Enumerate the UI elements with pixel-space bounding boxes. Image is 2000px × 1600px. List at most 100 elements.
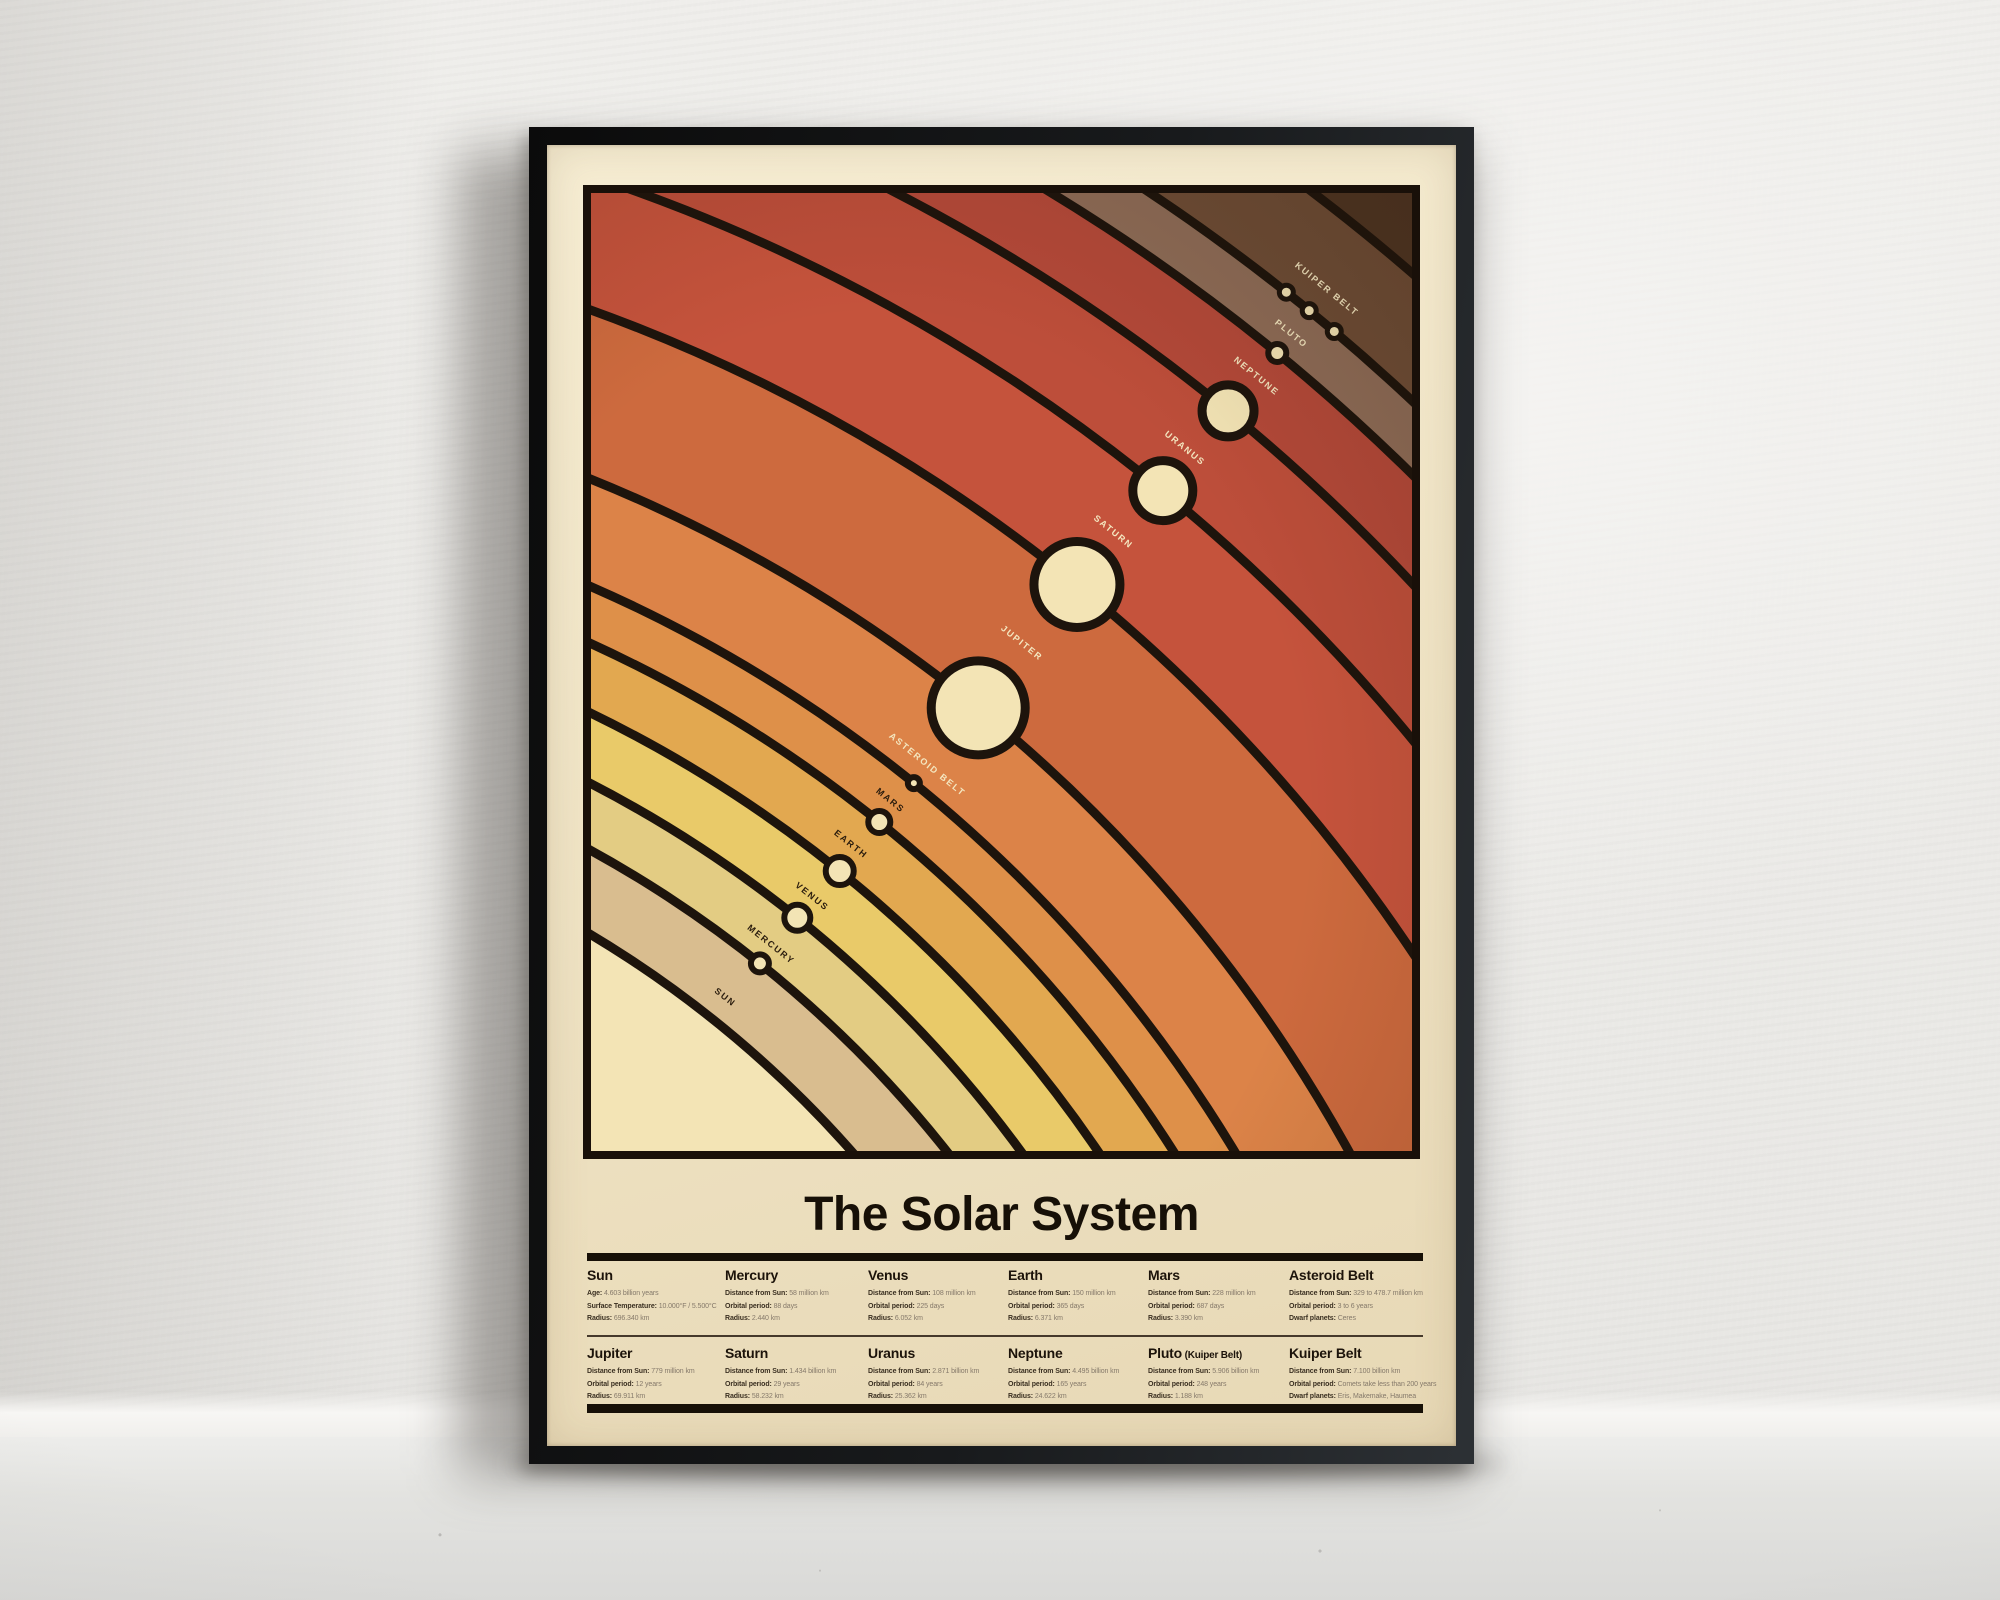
- fact-value: 58.232 km: [749, 1393, 784, 1400]
- fact-key: Radius:: [1148, 1315, 1173, 1322]
- fact-key: Orbital period:: [868, 1380, 915, 1388]
- fact-value: 248 years: [1194, 1380, 1227, 1388]
- fact-key: Distance from Sun:: [725, 1290, 788, 1297]
- fact-value: 6.371 km: [1032, 1315, 1063, 1322]
- fact-value: 24.622 km: [1032, 1393, 1067, 1400]
- fact-line: Radius: 2.440 km: [725, 1313, 858, 1326]
- fact-value: 3 to 6 years: [1335, 1302, 1373, 1310]
- fact-key: Age:: [587, 1290, 603, 1297]
- fact-key: Orbital period:: [1289, 1380, 1336, 1388]
- fact-key: Radius:: [868, 1393, 893, 1400]
- fact-value: 5.906 billion km: [1210, 1368, 1260, 1375]
- fact-line: Distance from Sun: 58 million km: [725, 1288, 858, 1301]
- fact-card-pluto: Pluto (Kuiper Belt) Distance from Sun: 5.…: [1148, 1345, 1289, 1404]
- facts-row-1: Sun Age: 4.603 billion years Surface Tempe…: [587, 1267, 1423, 1326]
- fact-key: Orbital period:: [1008, 1302, 1055, 1310]
- fact-key: Orbital period:: [725, 1380, 772, 1388]
- fact-value: 12 years: [633, 1380, 662, 1388]
- fact-value: 29 years: [771, 1380, 800, 1388]
- fact-value: 10.000°F / 5.500°C: [656, 1302, 717, 1310]
- fact-key: Radius:: [868, 1315, 893, 1322]
- facts-row-divider: [587, 1335, 1423, 1337]
- fact-value: 150 million km: [1070, 1290, 1116, 1297]
- poster-frame: SUNMERCURYVENUSEARTHMARSASTEROID BELTJUP…: [529, 127, 1474, 1464]
- fact-card-title: Asteroid Belt: [1289, 1267, 1374, 1283]
- fact-key: Radius:: [1008, 1393, 1033, 1400]
- fact-line: Distance from Sun: 329 to 478.7 million …: [1289, 1288, 1423, 1301]
- fact-card-title-suffix: (Kuiper Belt): [1182, 1350, 1243, 1361]
- fact-card-title: Mercury: [725, 1267, 779, 1283]
- fact-card-venus: Venus Distance from Sun: 108 million km Or…: [868, 1267, 1008, 1326]
- fact-line: Age: 4.603 billion years: [587, 1288, 715, 1301]
- fact-key: Dwarf planets:: [1289, 1315, 1336, 1322]
- fact-line: Distance from Sun: 4.495 billion km: [1008, 1366, 1138, 1379]
- poster-paper: SUNMERCURYVENUSEARTHMARSASTEROID BELTJUP…: [547, 145, 1456, 1446]
- poster-title: The Solar System: [804, 1188, 1199, 1241]
- fact-key: Distance from Sun:: [1008, 1290, 1071, 1297]
- fact-line: Radius: 3.390 km: [1148, 1313, 1279, 1326]
- fact-key: Orbital period:: [1148, 1380, 1195, 1388]
- fact-line: Radius: 6.052 km: [868, 1313, 998, 1326]
- facts-row-2: Jupiter Distance from Sun: 779 million km…: [587, 1345, 1437, 1404]
- fact-value: 696.340 km: [611, 1315, 650, 1322]
- fact-line: Distance from Sun: 779 million km: [587, 1366, 715, 1379]
- fact-line: Orbital period: 29 years: [725, 1379, 858, 1392]
- fact-value: 1.188 km: [1172, 1393, 1203, 1400]
- fact-card-asteroid-belt: Asteroid Belt Distance from Sun: 329 to 4…: [1289, 1267, 1433, 1326]
- fact-key: Orbital period:: [1008, 1380, 1055, 1388]
- fact-key: Distance from Sun:: [1289, 1368, 1352, 1375]
- fact-card-title: Sun: [587, 1267, 613, 1283]
- orbit-arcs-canvas: SUNMERCURYVENUSEARTHMARSASTEROID BELTJUP…: [591, 193, 1412, 1151]
- fact-value: 165 years: [1054, 1380, 1087, 1388]
- fact-line: Orbital period: 248 years: [1148, 1379, 1279, 1392]
- fact-line: Distance from Sun: 150 million km: [1008, 1288, 1138, 1301]
- fact-value: 58 million km: [787, 1290, 829, 1297]
- fact-key: Surface Temperature:: [587, 1302, 657, 1310]
- solar-system-diagram: SUNMERCURYVENUSEARTHMARSASTEROID BELTJUP…: [583, 185, 1420, 1159]
- fact-line: Distance from Sun: 108 million km: [868, 1288, 998, 1301]
- fact-value: 7.100 billion km: [1351, 1368, 1401, 1375]
- fact-key: Radius:: [587, 1393, 612, 1400]
- fact-line: Distance from Sun: 228 million km: [1148, 1288, 1279, 1301]
- fact-card-title: Neptune: [1008, 1345, 1063, 1361]
- fact-card-neptune: Neptune Distance from Sun: 4.495 billion …: [1008, 1345, 1148, 1404]
- fact-line: Orbital period: 88 days: [725, 1301, 858, 1314]
- fact-value: 687 days: [1194, 1302, 1225, 1310]
- fact-key: Dwarf planets:: [1289, 1393, 1336, 1400]
- fact-key: Radius:: [1148, 1393, 1173, 1400]
- fact-line: Radius: 58.232 km: [725, 1391, 858, 1404]
- fact-key: Orbital period:: [868, 1302, 915, 1310]
- fact-line: Orbital period: 12 years: [587, 1379, 715, 1392]
- fact-key: Orbital period:: [587, 1380, 634, 1388]
- fact-card-mars: Mars Distance from Sun: 228 million km Orb…: [1148, 1267, 1289, 1326]
- fact-line: Distance from Sun: 1.434 billion km: [725, 1366, 858, 1379]
- fact-key: Orbital period:: [1289, 1302, 1336, 1310]
- fact-key: Distance from Sun:: [1148, 1368, 1211, 1375]
- fact-key: Distance from Sun:: [587, 1368, 650, 1375]
- fact-line: Dwarf planets: Ceres: [1289, 1313, 1423, 1326]
- fact-card-sun: Sun Age: 4.603 billion years Surface Tempe…: [587, 1267, 725, 1326]
- divider-bar-top: [587, 1253, 1423, 1261]
- fact-value: 1.434 billion km: [787, 1368, 837, 1375]
- fact-card-title: Earth: [1008, 1267, 1043, 1283]
- fact-line: Orbital period: 225 days: [868, 1301, 998, 1314]
- fact-line: Surface Temperature: 10.000°F / 5.500°C: [587, 1301, 717, 1314]
- fact-line: Distance from Sun: 7.100 billion km: [1289, 1366, 1436, 1379]
- fact-key: Distance from Sun:: [1008, 1368, 1071, 1375]
- fact-line: Radius: 69.911 km: [587, 1391, 715, 1404]
- fact-value: 329 to 478.7 million km: [1351, 1290, 1423, 1297]
- fact-card-jupiter: Jupiter Distance from Sun: 779 million km…: [587, 1345, 725, 1404]
- fact-value: 69.911 km: [611, 1393, 646, 1400]
- diagram-vignette: [591, 193, 1412, 1151]
- fact-card-title: Venus: [868, 1267, 909, 1283]
- fact-line: Radius: 24.622 km: [1008, 1391, 1138, 1404]
- fact-key: Radius:: [587, 1315, 612, 1322]
- fact-key: Distance from Sun:: [1289, 1290, 1352, 1297]
- fact-card-mercury: Mercury Distance from Sun: 58 million km O…: [725, 1267, 868, 1326]
- fact-value: 2.440 km: [749, 1315, 780, 1322]
- fact-value: 365 days: [1054, 1302, 1085, 1310]
- wall-shade: [0, 0, 440, 1437]
- fact-card-earth: Earth Distance from Sun: 150 million km Or…: [1008, 1267, 1148, 1326]
- fact-value: 2.871 billion km: [930, 1368, 980, 1375]
